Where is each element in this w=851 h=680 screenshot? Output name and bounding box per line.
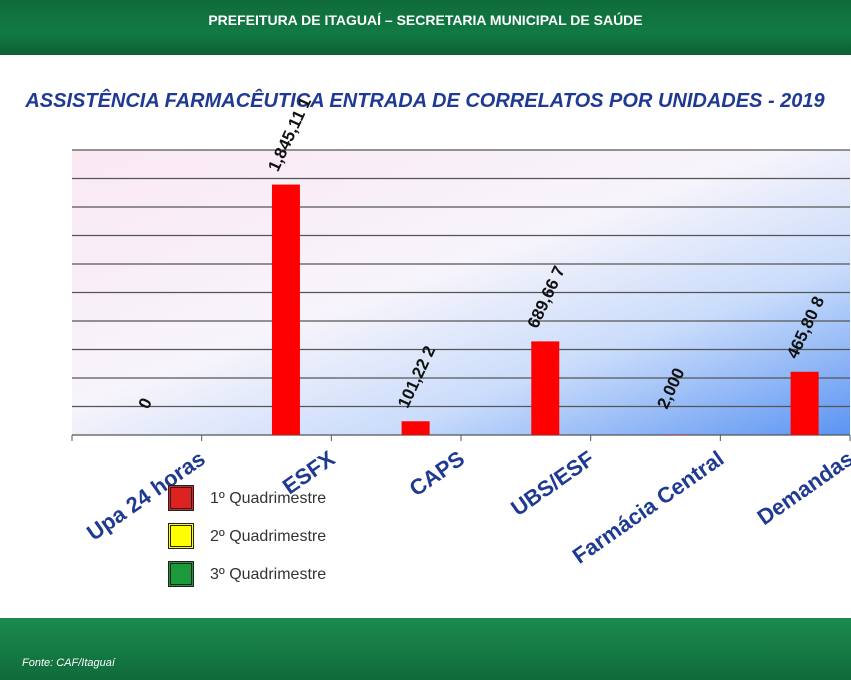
header-bar: PREFEITURA DE ITAGUAÍ – SECRETARIA MUNIC…	[0, 0, 851, 55]
category-label: UBS/ESF	[506, 446, 598, 521]
legend-swatch-q2	[168, 523, 194, 549]
legend-swatch-q3	[168, 561, 194, 587]
header-title: PREFEITURA DE ITAGUAÍ – SECRETARIA MUNIC…	[208, 12, 643, 28]
bar	[790, 371, 819, 435]
category-label: Demandas	[753, 446, 851, 530]
legend-label-q3: 3º Quadrimestre	[210, 566, 327, 583]
bar	[531, 341, 560, 435]
category-label: CAPS	[405, 446, 469, 502]
legend-swatch-q1	[168, 485, 194, 511]
footer-bar	[0, 618, 851, 680]
bar	[271, 184, 300, 435]
bar	[401, 421, 430, 435]
source-note: Fonte: CAF/Itaguaí	[22, 657, 115, 669]
chart-title: ASSISTÊNCIA FARMACÊUTICA ENTRADA DE CORR…	[25, 90, 825, 112]
legend-label-q2: 2º Quadrimestre	[210, 528, 327, 545]
legend-label-q1: 1º Quadrimestre	[210, 490, 327, 507]
